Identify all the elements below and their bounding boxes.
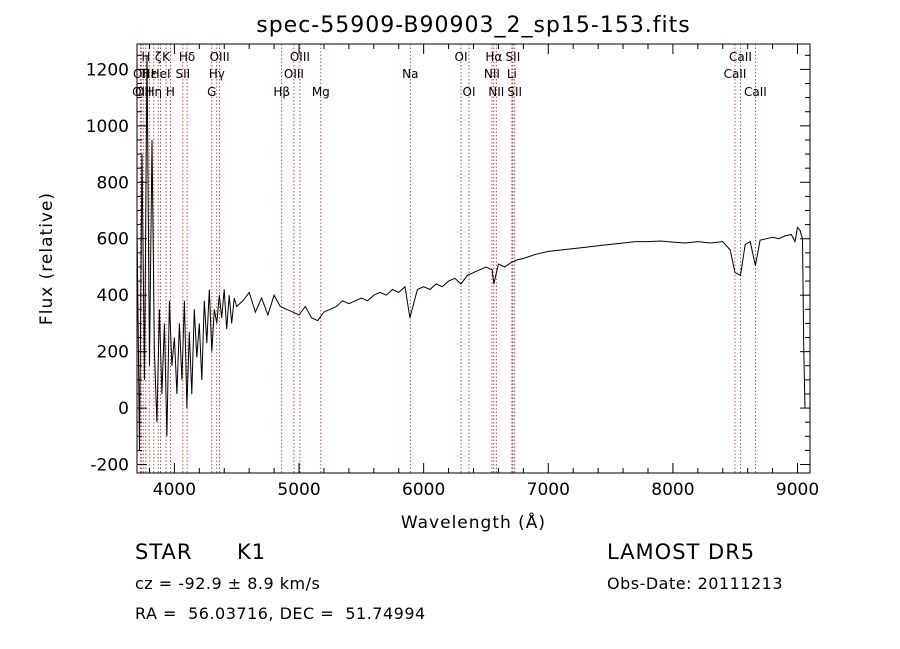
line-marker-label: OIII	[284, 67, 304, 81]
survey-release: LAMOST DR5	[607, 540, 756, 564]
y-tick-label: 0	[118, 399, 129, 419]
line-marker-label: OIII	[290, 50, 310, 64]
object-class: STAR	[135, 540, 193, 564]
spectrum-line	[136, 55, 806, 451]
x-axis-label: Wavelength (Å)	[401, 511, 546, 533]
line-marker-label: Hα	[485, 50, 502, 64]
line-marker-label: Li	[507, 67, 517, 81]
x-tick-label: 9000	[776, 480, 819, 500]
line-marker-label: NII	[484, 67, 500, 81]
line-marker-label: K	[162, 50, 171, 64]
chart-title: spec-55909-B90903_2_sp15-153.fits	[256, 13, 691, 38]
line-marker-label: Hε	[141, 67, 157, 81]
x-tick-label: 4000	[153, 480, 196, 500]
y-axis-label: Flux (relative)	[37, 192, 57, 325]
line-marker-label: Mg	[312, 85, 330, 99]
redshift-velocity: cz = -92.9 ± 8.9 km/s	[135, 574, 321, 593]
line-marker-label: SII	[507, 85, 522, 99]
line-marker-label: CaII	[744, 85, 767, 99]
line-marker-label: Hγ	[209, 67, 225, 81]
plot-frame	[136, 43, 811, 474]
y-tick-label: 200	[97, 343, 129, 363]
y-tick-label: -200	[90, 456, 129, 476]
line-marker-label: OIII	[210, 50, 230, 64]
line-marker-label: CaII	[724, 67, 747, 81]
line-marker-label: H	[166, 85, 175, 99]
y-tick-label: 1000	[86, 117, 129, 137]
line-marker-label: SII	[506, 50, 521, 64]
observation-date: Obs-Date: 20111213	[607, 574, 784, 593]
line-marker-label: SII	[176, 67, 191, 81]
line-marker-label: OII	[132, 85, 149, 99]
line-marker-label: Hη	[146, 85, 163, 99]
line-marker-labels: OIIOIIOIIHHεHηζHeIKHSIIHδGHγOIIIHβOIIIOI…	[132, 50, 767, 99]
object-subclass: K1	[237, 540, 267, 564]
line-marker-label: NII	[488, 85, 504, 99]
line-marker-label: Hδ	[179, 50, 195, 64]
x-tick-label: 5000	[277, 480, 320, 500]
y-tick-label: 600	[97, 230, 129, 250]
line-marker-label: CaII	[729, 50, 752, 64]
x-tick-label: 6000	[402, 480, 445, 500]
sky-coordinates: RA = 56.03716, DEC = 51.74994	[135, 604, 426, 623]
y-tick-label: 800	[97, 173, 129, 193]
y-tick-label: 400	[97, 286, 129, 306]
line-marker-label: OI	[463, 85, 476, 99]
line-marker-label: Na	[402, 67, 418, 81]
line-marker-label: HeI	[151, 67, 171, 81]
line-marker-label: H	[141, 50, 150, 64]
line-marker-label: G	[207, 85, 216, 99]
line-marker-label: OI	[455, 50, 468, 64]
axes: 4000 5000 6000 7000 8000 9000 -200 0 200 400 600 80…	[86, 44, 819, 500]
x-tick-label: 7000	[527, 480, 570, 500]
line-marker-label: ζ	[155, 50, 162, 64]
x-tick-label: 8000	[651, 480, 694, 500]
y-tick-label: 1200	[86, 60, 129, 80]
line-markers	[139, 44, 756, 473]
line-marker-label: Hβ	[273, 85, 290, 99]
